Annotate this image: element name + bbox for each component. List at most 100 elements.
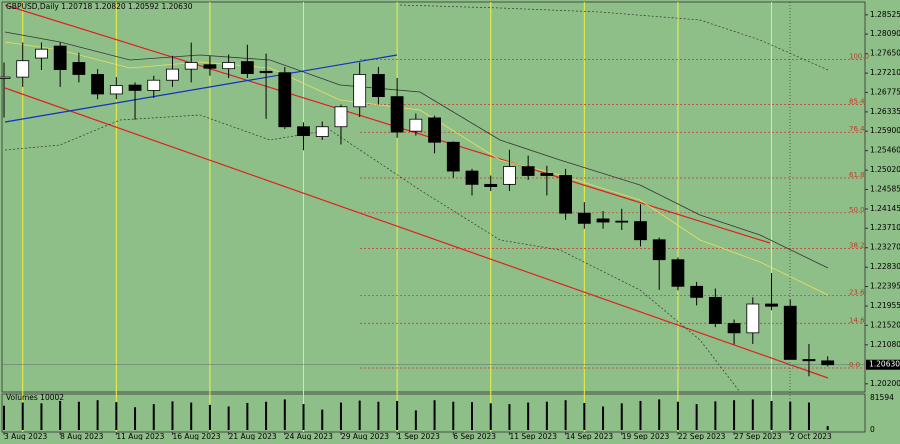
candle-body [465,170,479,185]
candle-body [671,259,685,287]
trend-line [4,4,771,244]
y-tick-label: 1.22830 [870,262,900,271]
candle-body [596,218,610,223]
fib-label: 0.0 [849,361,860,369]
fib-label: 23.6 [849,288,865,296]
candle-body [72,62,86,75]
envelope [4,114,741,393]
x-tick-label: 24 Aug 2023 [285,432,333,440]
x-tick-label: 22 Sep 2023 [678,432,726,440]
x-tick-label: 1 Sep 2023 [397,432,440,440]
candle-body [203,64,217,69]
candle-body [0,76,11,79]
candle-body [821,360,835,366]
x-tick-label: 14 Sep 2023 [566,432,614,440]
x-tick-label: 6 Sep 2023 [453,432,496,440]
y-tick-label: 1.28090 [870,29,900,38]
y-tick-label: 1.24145 [870,204,900,213]
candle-body [652,239,666,261]
candle-body [35,48,48,59]
y-tick-label: 1.27650 [870,49,900,58]
x-tick-label: 27 Sep 2023 [734,432,782,440]
x-tick-label: 19 Sep 2023 [622,432,670,440]
moving-average [4,41,829,296]
fib-label: 50.0 [849,206,865,214]
trend-line [4,87,829,379]
candle-body [727,323,741,334]
candle-body [278,72,292,128]
fib-label: 14.6 [849,316,865,324]
x-tick-label: 2 Oct 2023 [790,432,832,440]
candle-body [222,62,236,70]
volume-frame [1,393,866,433]
y-tick-label: 1.22395 [870,282,900,291]
fib-label: 61.8 [849,171,865,179]
candle-body [708,296,722,324]
y-tick-label: 1.20200 [870,379,900,388]
candle-body [353,74,367,108]
trend-line [4,54,398,123]
y-tick-label: 1.26775 [870,87,900,96]
candle-body [783,305,797,360]
candle-body [559,175,572,214]
fib-label: 85.4 [849,97,865,105]
candle-body [802,359,816,362]
y-tick-label: 1.26335 [870,107,900,116]
envelope [399,4,829,71]
candle-body [109,85,123,95]
y-tick-label: 1.27210 [870,68,900,77]
candle-body [765,303,778,307]
candle-body [297,126,310,137]
candle-body [690,285,704,298]
plot-frame [1,1,866,393]
y-tick-label: 1.23270 [870,243,900,252]
y-tick-label: 1.28525 [870,10,900,19]
candle-body [315,126,329,137]
y-tick-label: 1.25460 [870,146,900,155]
candle-body [409,118,423,132]
candle-body [577,212,591,224]
x-tick-label: 11 Sep 2023 [509,432,557,440]
x-tick-label: 11 Aug 2023 [116,432,164,440]
x-tick-label: 8 Aug 2023 [60,432,103,440]
candle-body [484,183,498,187]
volume-tick-label: 0 [870,425,875,434]
candle-body [91,74,104,95]
y-tick-label: 1.21955 [870,301,900,310]
candle-body [428,117,441,143]
candle-body [184,62,198,70]
volume-tick-label: 81594 [870,393,894,402]
volume-label: Volumes 10002 [6,393,64,402]
current-price-tag [866,359,900,370]
fib-label: 100.0 [849,53,869,61]
y-tick-label: 1.24585 [870,184,900,193]
candle-body [371,74,385,98]
x-tick-label: 21 Aug 2023 [229,432,277,440]
candle-body [446,141,460,172]
fib-label: 76.4 [849,125,865,133]
x-tick-label: 29 Aug 2023 [341,432,389,440]
y-tick-label: 1.25020 [870,165,900,174]
candle-body [334,106,348,128]
candle-body [746,303,760,334]
candle-body [634,221,647,241]
candle-body [259,70,273,74]
candle-body [390,96,404,133]
candle-body [128,84,142,91]
moving-average [4,31,829,269]
candle-body [147,79,161,91]
x-tick-label: 16 Aug 2023 [172,432,220,440]
candle-body [240,61,254,74]
candle-body [521,166,535,176]
candle-body [53,45,67,70]
candle-body [503,166,516,185]
x-tick-label: 3 Aug 2023 [4,432,47,440]
y-tick-label: 1.21080 [870,340,900,349]
y-tick-label: 1.21520 [870,320,900,329]
candle-body [16,60,30,78]
y-tick-label: 1.25900 [870,126,900,135]
chart-title: GBPUSD,Daily 1.20718 1.20820 1.20592 1.2… [6,2,193,11]
current-price-label: 1.20630 [869,360,900,369]
candle-body [615,220,629,223]
